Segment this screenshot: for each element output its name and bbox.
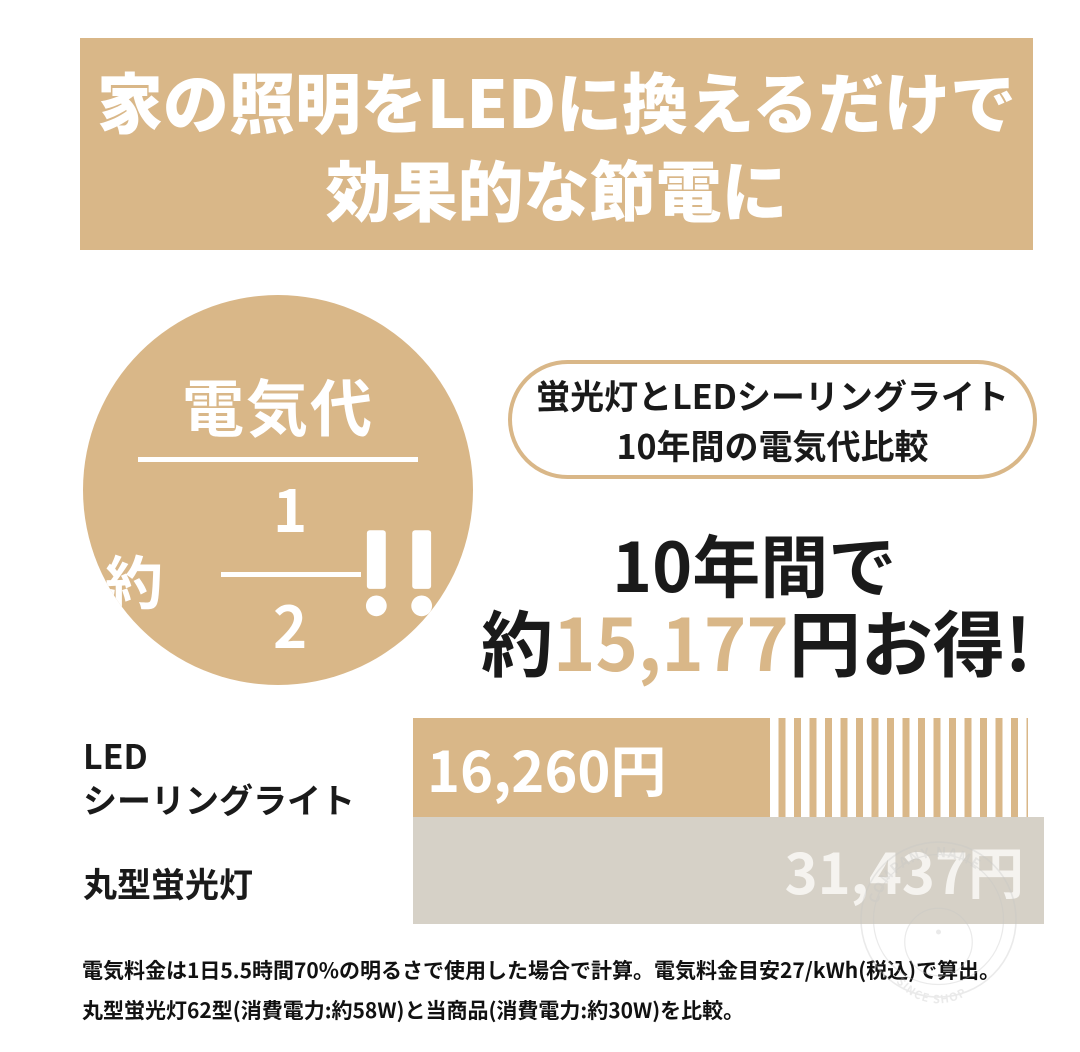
svg-text:SINCE SHOP: SINCE SHOP	[893, 974, 970, 1007]
svg-text:COMPANY NAME: COMPANY NAME	[863, 841, 986, 905]
